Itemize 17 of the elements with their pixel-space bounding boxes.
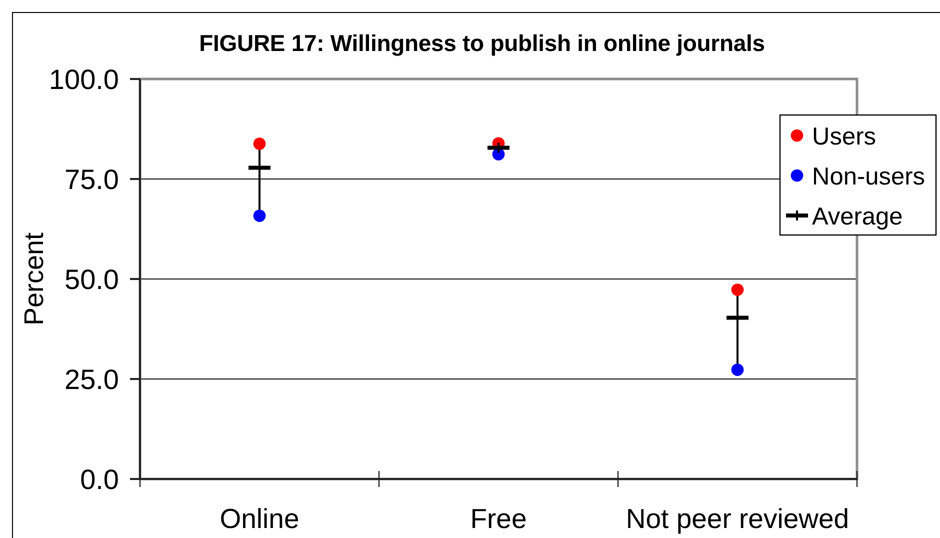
- y-tick-label: 75.0: [64, 164, 119, 196]
- point: [253, 138, 266, 150]
- x-tick-label: Not peer reviewed: [626, 503, 850, 534]
- point: [253, 210, 266, 222]
- point: [731, 364, 744, 376]
- y-tick-label: 50.0: [64, 264, 119, 296]
- y-tick-label: 100.0: [48, 64, 119, 96]
- x-tick-label: Online: [220, 503, 300, 534]
- y-axis-title: Percent: [19, 232, 49, 326]
- y-tick-label: 25.0: [64, 364, 119, 396]
- x-tick-label: Free: [470, 503, 527, 534]
- chart-title: FIGURE 17: Willingness to publish in online journals: [199, 30, 765, 56]
- legend-label: Users: [812, 123, 876, 150]
- point: [731, 284, 744, 296]
- y-tick-label: 0.0: [80, 464, 119, 496]
- legend-label: Average: [812, 203, 903, 230]
- legend-label: Non-users: [812, 163, 926, 190]
